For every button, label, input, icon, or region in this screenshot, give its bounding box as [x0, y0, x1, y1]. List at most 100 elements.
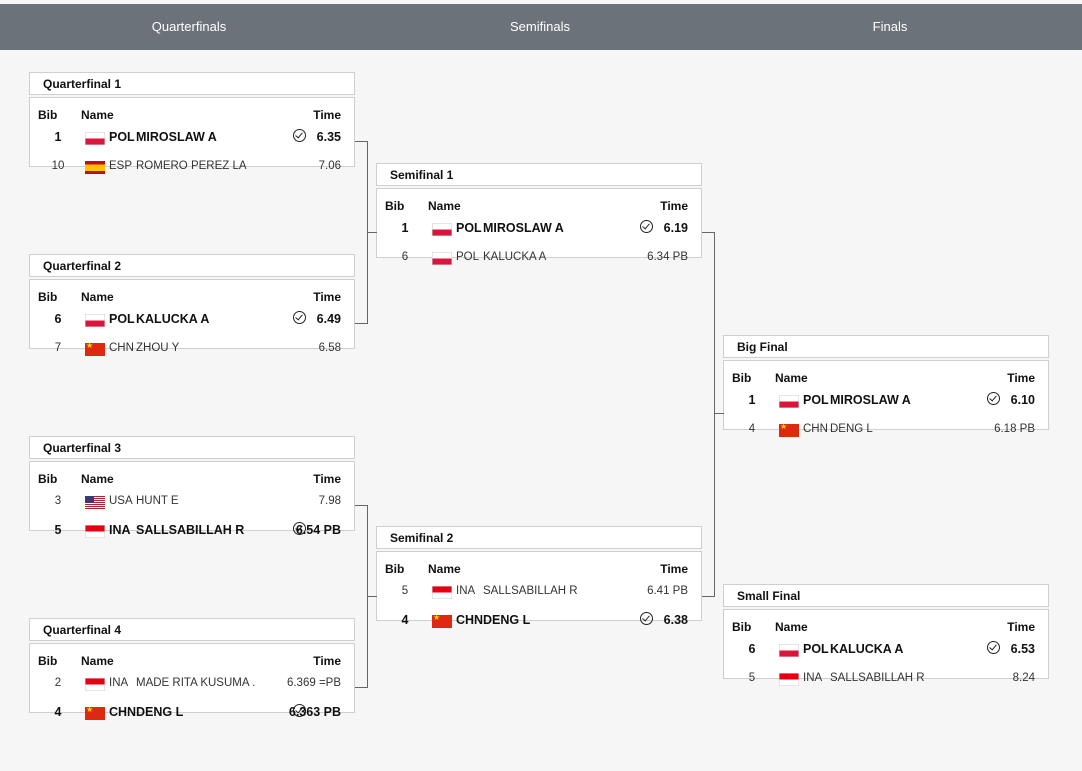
race-time: 6.34 PB	[647, 251, 688, 263]
match-card-qf2: Quarterfinal 2 Bib Name Time 6 POL KALUC…	[29, 254, 355, 356]
athlete-name[interactable]: KALUCKA A	[830, 642, 904, 656]
athlete-row[interactable]: 5 INA SALLSABILLAH R 8.24	[724, 668, 1048, 688]
athlete-row[interactable]: 2 INA MADE RITA KUSUMA . 6.369 =PB	[30, 673, 354, 693]
athlete-row[interactable]: 1 POL MIROSLAW A 6.35	[30, 127, 354, 147]
bib-number: 6	[401, 251, 409, 263]
noc-code: USA	[109, 495, 133, 507]
bib-number: 6	[748, 642, 756, 656]
athlete-name[interactable]: ZHOU Y	[136, 342, 180, 354]
athlete-name[interactable]: MIROSLAW A	[483, 221, 564, 235]
noc-code: POL	[456, 251, 480, 263]
name-header: Name	[81, 290, 114, 304]
flag-pol-icon	[432, 252, 452, 265]
athlete-row[interactable]: 5 INA SALLSABILLAH R 6.41 PB	[377, 581, 701, 601]
name-header: Name	[81, 472, 114, 486]
bib-header: Bib	[38, 654, 58, 668]
bib-number: 6	[54, 312, 62, 326]
flag-pol-icon	[85, 132, 105, 145]
flag-pol-icon	[779, 644, 799, 657]
athlete-name[interactable]: ROMERO PEREZ LA	[136, 160, 247, 172]
race-time: 6.54 PB	[295, 523, 341, 537]
athlete-row[interactable]: 4 CHN DENG L 6.18 PB	[724, 419, 1048, 439]
bib-number: 4	[401, 613, 409, 627]
match-body: Bib Name Time 1 POL MIROSLAW A 6.35 10 E…	[29, 97, 355, 174]
bib-number: 1	[401, 221, 409, 235]
match-card-bf: Big Final Bib Name Time 1 POL MIROSLAW A…	[723, 335, 1049, 437]
flag-chn-icon	[85, 705, 105, 720]
bib-header: Bib	[385, 562, 405, 576]
connector-line	[355, 141, 367, 142]
athlete-row[interactable]: 4 CHN DENG L 6.38	[377, 610, 701, 630]
race-time: 6.49	[316, 312, 341, 326]
match-card-sm: Small Final Bib Name Time 6 POL KALUCKA …	[723, 584, 1049, 686]
bib-number: 3	[54, 495, 62, 507]
athlete-row[interactable]: 1 POL MIROSLAW A 6.10	[724, 390, 1048, 410]
bib-number: 5	[54, 523, 62, 537]
match-card-sf1: Semifinal 1 Bib Name Time 1 POL MIROSLAW…	[376, 163, 702, 265]
athlete-row[interactable]: 7 CHN ZHOU Y 6.58	[30, 338, 354, 358]
match-card-qf4: Quarterfinal 4 Bib Name Time 2 INA MADE …	[29, 618, 355, 720]
athlete-name[interactable]: DENG L	[830, 423, 873, 435]
noc-code: CHN	[803, 423, 828, 435]
time-header: Time	[313, 654, 341, 668]
flag-pol-icon	[432, 223, 452, 236]
qualified-check-icon	[987, 392, 1000, 405]
flag-pol-icon	[779, 395, 799, 408]
athlete-row[interactable]: 4 CHN DENG L 6.363 PB	[30, 702, 354, 722]
noc-code: POL	[456, 221, 482, 235]
athlete-row[interactable]: 1 POL MIROSLAW A 6.19	[377, 218, 701, 238]
athlete-name[interactable]: MIROSLAW A	[830, 393, 911, 407]
athlete-name[interactable]: SALLSABILLAH R	[830, 672, 925, 684]
athlete-name[interactable]: MIROSLAW A	[136, 130, 217, 144]
athlete-name[interactable]: DENG L	[136, 705, 184, 719]
round-finals: Finals	[872, 19, 908, 34]
bib-number: 5	[401, 585, 409, 597]
athlete-name[interactable]: KALUCKA A	[483, 251, 547, 263]
athlete-row[interactable]: 10 ESP ROMERO PEREZ LA 7.06	[30, 156, 354, 176]
athlete-name[interactable]: SALLSABILLAH R	[136, 523, 245, 537]
athlete-name[interactable]: KALUCKA A	[136, 312, 210, 326]
race-time: 6.53	[1010, 642, 1035, 656]
name-header: Name	[775, 620, 808, 634]
athlete-name[interactable]: SALLSABILLAH R	[483, 585, 578, 597]
round-semifinals: Semifinals	[510, 19, 570, 34]
match-title: Semifinal 1	[376, 163, 702, 186]
bib-header: Bib	[38, 472, 58, 486]
bib-number: 4	[748, 423, 756, 435]
race-time: 6.38	[663, 613, 688, 627]
match-body: Bib Name Time 2 INA MADE RITA KUSUMA . 6…	[29, 643, 355, 720]
qualified-check-icon	[640, 220, 653, 233]
athlete-row[interactable]: 6 POL KALUCKA A 6.34 PB	[377, 247, 701, 267]
bib-header: Bib	[38, 290, 58, 304]
bib-number: 10	[51, 160, 65, 172]
athlete-name[interactable]: HUNT E	[136, 495, 179, 507]
race-time: 7.98	[318, 495, 341, 507]
time-header: Time	[313, 290, 341, 304]
athlete-name[interactable]: DENG L	[483, 613, 531, 627]
athlete-row[interactable]: 6 POL KALUCKA A 6.49	[30, 309, 354, 329]
qualified-check-icon	[293, 704, 306, 717]
race-time: 6.363 PB	[288, 705, 341, 719]
flag-ina-icon	[85, 525, 105, 538]
connector-line	[702, 232, 714, 233]
connector-line	[367, 232, 377, 233]
race-time: 6.58	[318, 342, 341, 354]
bib-number: 2	[54, 677, 62, 689]
round-header: Quarterfinals Semifinals Finals	[0, 4, 1082, 50]
noc-code: CHN	[456, 613, 484, 627]
time-header: Time	[313, 472, 341, 486]
bib-number: 4	[54, 705, 62, 719]
race-time: 6.369 =PB	[286, 677, 341, 689]
noc-code: INA	[109, 523, 131, 537]
athlete-name[interactable]: MADE RITA KUSUMA .	[136, 677, 256, 689]
flag-pol-icon	[85, 314, 105, 327]
athlete-row[interactable]: 6 POL KALUCKA A 6.53	[724, 639, 1048, 659]
match-title: Quarterfinal 3	[29, 436, 355, 459]
time-header: Time	[313, 108, 341, 122]
flag-ina-icon	[432, 586, 452, 599]
noc-code: CHN	[109, 342, 134, 354]
athlete-row[interactable]: 3 USA HUNT E 7.98	[30, 491, 354, 511]
match-body: Bib Name Time 1 POL MIROSLAW A 6.19 6 PO…	[376, 188, 702, 265]
noc-code: INA	[803, 672, 823, 684]
athlete-row[interactable]: 5 INA SALLSABILLAH R 6.54 PB	[30, 520, 354, 540]
